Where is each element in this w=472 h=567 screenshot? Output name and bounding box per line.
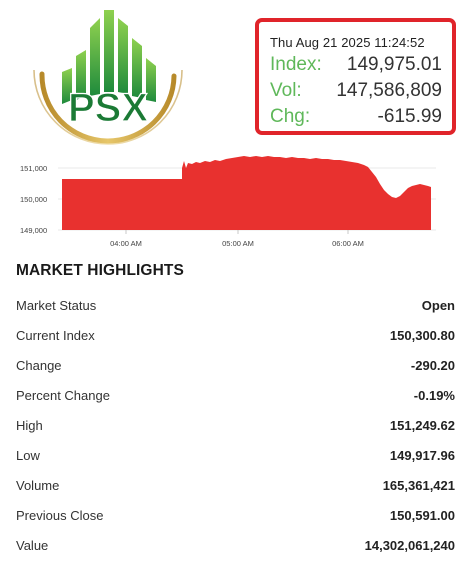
y-tick-label: 150,000 bbox=[20, 195, 47, 204]
ticker-index-row: Index: 149,975.01 bbox=[270, 54, 442, 80]
x-tick-label: 04:00 AM bbox=[110, 239, 142, 248]
highlight-label: Market Status bbox=[16, 298, 97, 313]
highlight-row-market-status: Market Status Open bbox=[16, 294, 455, 324]
highlight-label: High bbox=[16, 418, 43, 433]
highlight-value: -0.19% bbox=[413, 388, 455, 403]
ticker-box: Thu Aug 21 2025 11:24:52 Index: 149,975.… bbox=[255, 18, 456, 135]
highlight-label: Volume bbox=[16, 478, 60, 493]
ticker-vol-label: Vol: bbox=[270, 80, 302, 101]
ticker-index-label: Index: bbox=[270, 54, 322, 75]
ticker-chg-label: Chg: bbox=[270, 106, 311, 127]
psx-logo: PSX bbox=[22, 4, 194, 156]
highlight-label: Current Index bbox=[16, 328, 95, 343]
highlight-value: -290.20 bbox=[410, 358, 455, 373]
ticker-chg-value: -615.99 bbox=[377, 106, 442, 127]
highlight-row-percent-change: Percent Change -0.19% bbox=[16, 384, 455, 414]
highlight-value: 150,300.80 bbox=[389, 328, 455, 343]
highlight-value: 14,302,061,240 bbox=[364, 538, 455, 553]
highlight-row-current-index: Current Index 150,300.80 bbox=[16, 324, 455, 354]
highlight-value: 151,249.62 bbox=[389, 418, 455, 433]
ticker-vol-value: 147,586,809 bbox=[336, 80, 442, 101]
psx-logo-graphic: PSX bbox=[33, 10, 183, 145]
highlight-label: Percent Change bbox=[16, 388, 110, 403]
highlight-label: Value bbox=[16, 538, 49, 553]
index-chart-svg: 151,000 150,000 149,000 04:00 AM 05:00 A… bbox=[20, 156, 436, 248]
highlight-value: 149,917.96 bbox=[389, 448, 455, 463]
highlight-row-change: Change -290.20 bbox=[16, 354, 455, 384]
logo-text: PSX bbox=[68, 86, 148, 130]
ticker-vol-row: Vol: 147,586,809 bbox=[270, 80, 442, 106]
y-tick-label: 149,000 bbox=[20, 226, 47, 235]
highlight-row-previous-close: Previous Close 150,591.00 bbox=[16, 504, 455, 534]
highlight-label: Previous Close bbox=[16, 508, 104, 523]
x-tick-label: 05:00 AM bbox=[222, 239, 254, 248]
highlight-label: Low bbox=[16, 448, 40, 463]
ticker-chg-row: Chg: -615.99 bbox=[270, 106, 442, 132]
highlight-value: 150,591.00 bbox=[389, 508, 455, 523]
ticker-timestamp: Thu Aug 21 2025 11:24:52 bbox=[270, 35, 425, 50]
highlight-row-value: Value 14,302,061,240 bbox=[16, 534, 455, 564]
market-highlights-title: MARKET HIGHLIGHTS bbox=[16, 262, 184, 279]
highlight-row-volume: Volume 165,361,421 bbox=[16, 474, 455, 504]
market-highlights-list: Market Status Open Current Index 150,300… bbox=[16, 294, 455, 564]
highlight-row-high: High 151,249.62 bbox=[16, 414, 455, 444]
x-tick-label: 06:00 AM bbox=[332, 239, 364, 248]
index-chart: 151,000 150,000 149,000 04:00 AM 05:00 A… bbox=[0, 150, 472, 258]
highlight-row-low: Low 149,917.96 bbox=[16, 444, 455, 474]
index-area bbox=[62, 156, 431, 230]
highlight-label: Change bbox=[16, 358, 62, 373]
y-tick-label: 151,000 bbox=[20, 164, 47, 173]
ticker-index-value: 149,975.01 bbox=[346, 54, 442, 75]
highlight-value: 165,361,421 bbox=[382, 478, 455, 493]
highlight-value: Open bbox=[421, 298, 455, 313]
